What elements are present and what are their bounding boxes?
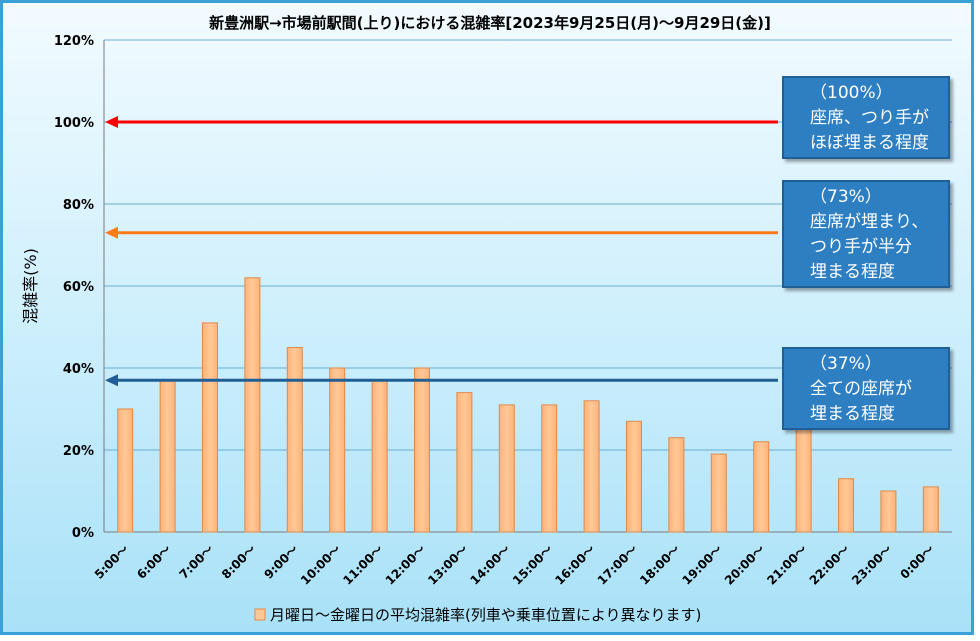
x-tick-label: 23:00～ [849,542,894,587]
y-tick-label: 120% [54,34,94,49]
x-tick-label: 17:00～ [595,542,640,587]
reference-callout: （73%） 座席が埋まり、 つり手が半分 埋まる程度 [782,180,950,288]
bar [838,478,854,533]
y-tick-label: 100% [54,116,94,131]
bar [286,347,303,533]
y-tick-label: 0% [72,526,94,541]
x-tick-label: 11:00～ [340,542,385,587]
x-tick-label: 16:00～ [552,542,597,587]
bar [626,420,642,533]
x-axis-ticks: 5:00～ 6:00～ 7:00～ 8:00～ 9:00～10:00～11:00～12:… [92,542,937,587]
x-tick-label: 18:00～ [637,542,682,587]
y-axis-label: 混雑率(%) [21,248,40,324]
bar [541,404,558,533]
bar [753,441,770,533]
callout-line: 座席が埋まり、 [810,212,929,232]
x-tick-label: 6:00～ [134,542,173,581]
x-tick-label: 5:00～ [92,542,131,581]
callout-line: 全ての座席が [810,379,912,399]
callout-line: 埋まる程度 [810,262,895,282]
bar [117,408,134,533]
y-axis-ticks: 0% 20% 40% 60% 80% 100% 120% [54,34,94,541]
bar [922,486,939,533]
x-tick-label: 20:00～ [722,542,767,587]
x-tick-label: 0:00～ [897,542,936,581]
callout-line: 座席、つり手が [810,108,929,128]
reference-arrowhead [105,226,118,239]
reference-callout: （37%） 全ての座席が 埋まる程度 [782,347,950,430]
bar [795,412,812,533]
callout-line: （37%） [810,354,882,374]
callout-line: （100%） [810,83,893,103]
legend-swatch [254,608,266,621]
bar [414,367,430,533]
x-tick-label: 19:00～ [680,542,725,587]
bar [498,404,515,533]
bar [880,490,897,533]
bar [159,379,176,533]
callout-line: 埋まる程度 [810,404,895,424]
callout-line: （73%） [810,187,882,207]
reference-lines [105,116,778,387]
y-tick-label: 20% [63,444,94,459]
bar [583,400,600,533]
x-tick-label: 8:00～ [219,542,258,581]
bar [244,277,261,533]
x-tick-label: 22:00～ [807,542,852,587]
y-tick-label: 40% [63,362,94,377]
x-tick-label: 9:00～ [261,542,300,581]
bar [202,322,218,533]
bars [117,277,939,533]
legend-label: 月曜日～金曜日の平均混雑率(列車や乗車位置により異なります) [270,606,701,624]
bar [371,379,388,533]
x-tick-label: 10:00～ [298,542,343,587]
reference-callout: （100%） 座席、つり手が ほぼ埋まる程度 [782,76,950,159]
y-tick-label: 80% [63,198,94,213]
callout-line: つり手が半分 [810,237,912,257]
bar [329,367,346,533]
x-tick-label: 7:00～ [177,542,216,581]
reference-arrowhead [105,116,118,128]
bar [456,392,473,533]
callout-line: ほぼ埋まる程度 [810,133,929,153]
x-tick-label: 15:00～ [510,542,555,587]
chart-title: 新豊洲駅→市場前駅間(上り)における混雑率[2023年9月25日(月)～9月29… [209,14,771,32]
reference-arrowhead [105,374,118,387]
bar [668,437,685,533]
bar [710,453,727,533]
x-tick-label: 21:00～ [764,542,809,587]
x-tick-label: 12:00～ [383,542,428,587]
y-tick-label: 60% [63,280,94,295]
x-tick-label: 13:00～ [425,542,470,587]
x-tick-label: 14:00～ [468,542,513,587]
